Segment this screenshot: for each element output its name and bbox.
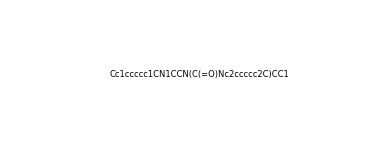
Text: Cc1ccccc1CN1CCN(C(=O)Nc2ccccc2C)CC1: Cc1ccccc1CN1CCN(C(=O)Nc2ccccc2C)CC1 [110, 70, 290, 79]
